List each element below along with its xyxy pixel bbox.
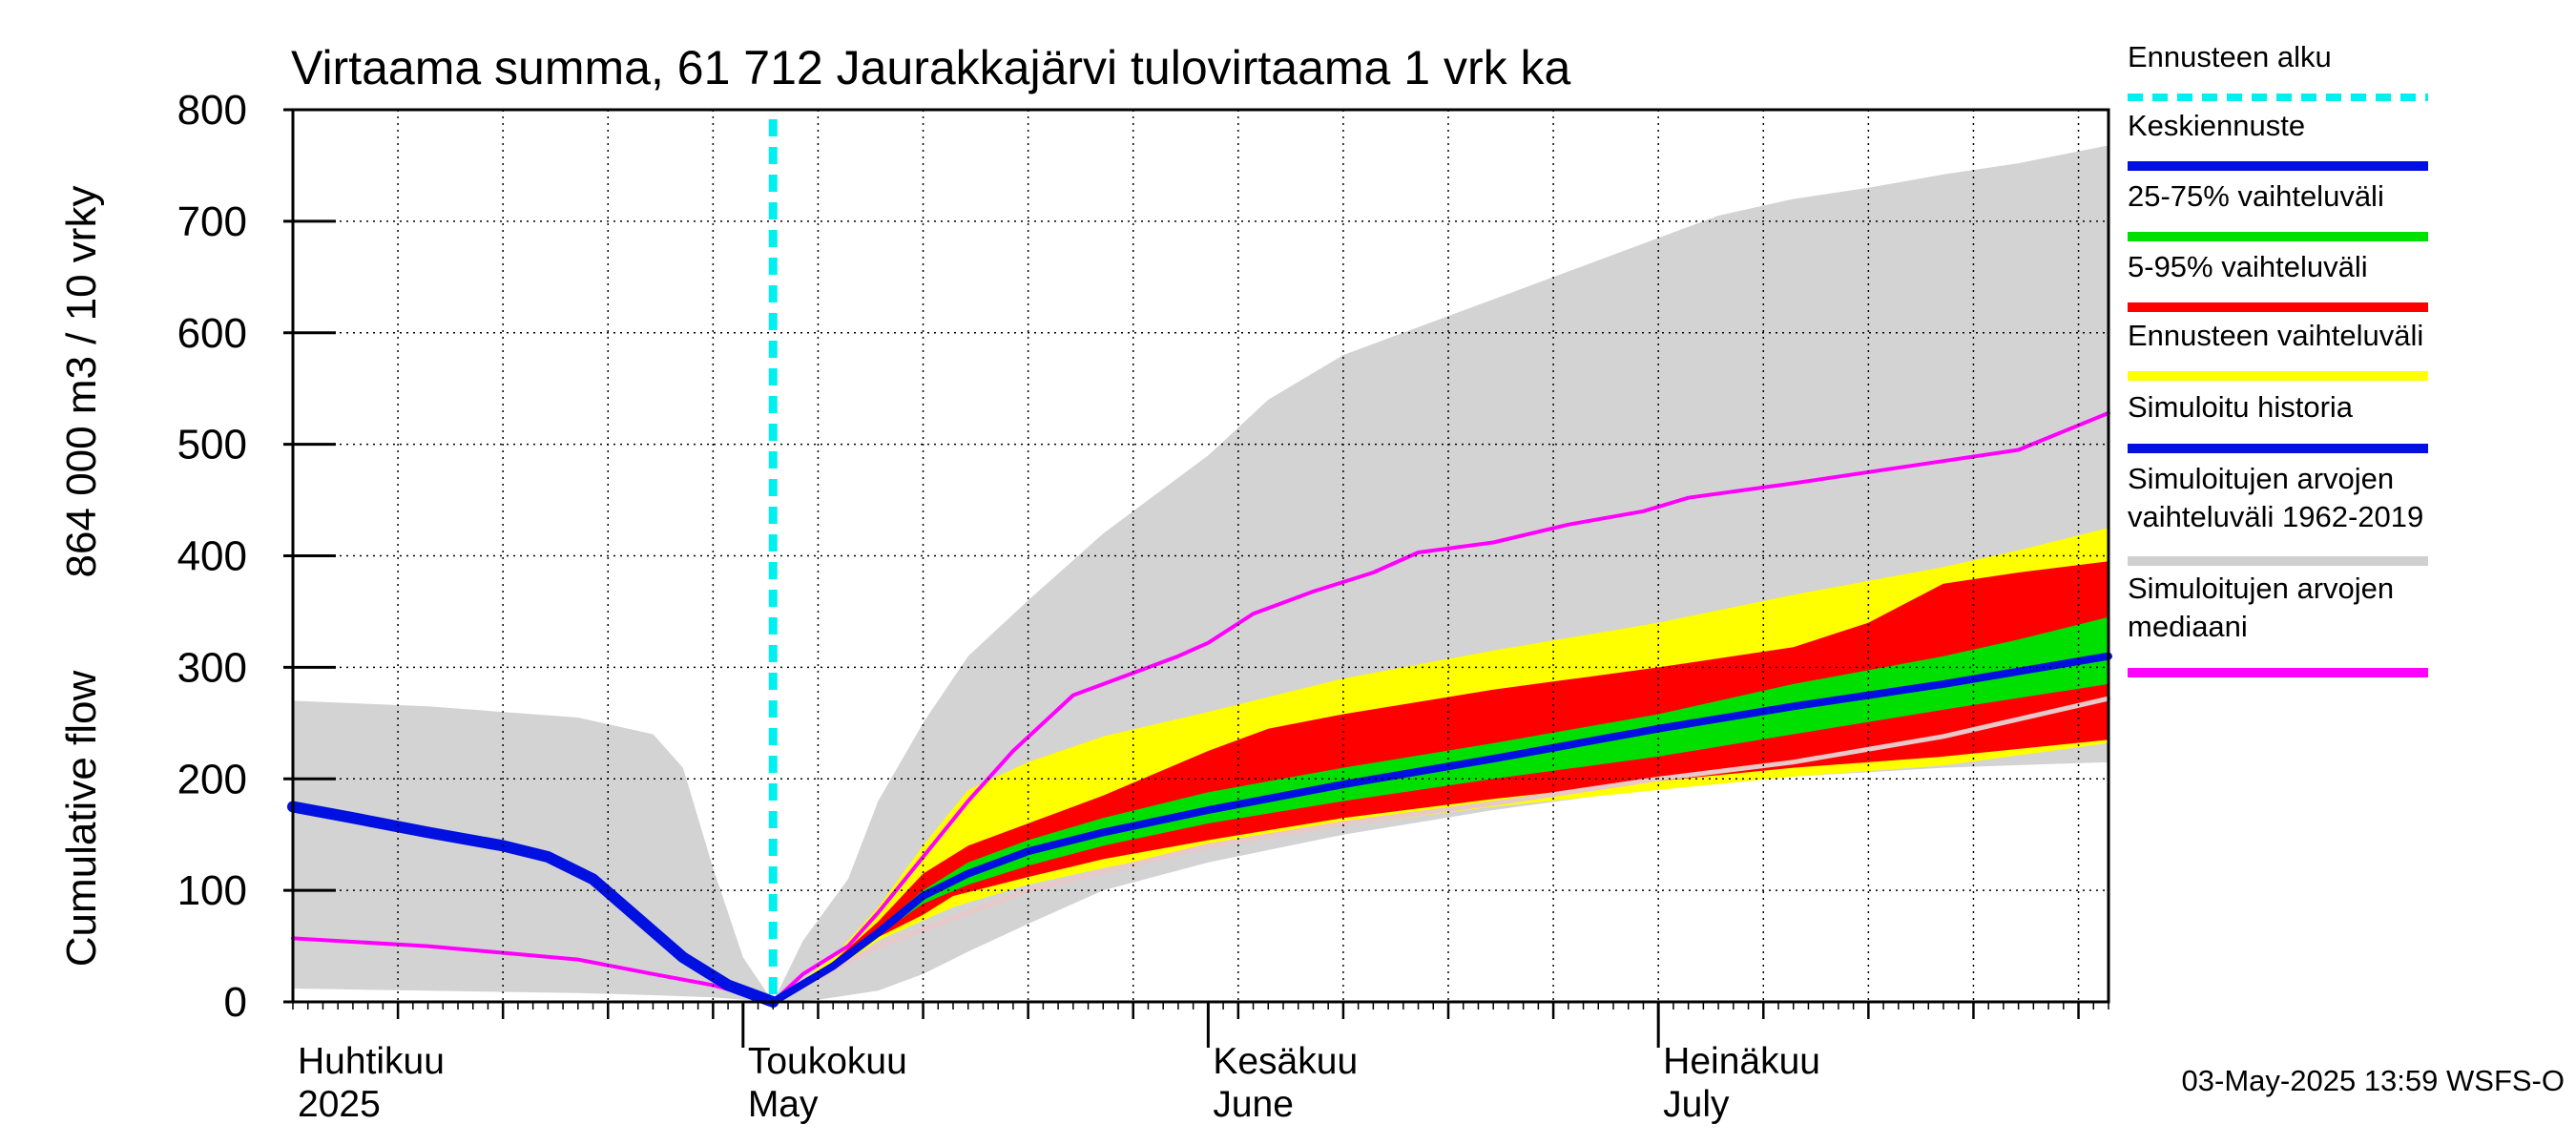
legend-label: Simuloitu historia <box>2128 390 2354 424</box>
legend-label: Keskiennuste <box>2128 109 2305 142</box>
legend-label: 5-95% vaihteluväli <box>2128 250 2368 283</box>
x-month-label-en: May <box>748 1084 819 1125</box>
grid-lines <box>293 110 2109 1002</box>
y-tick-label: 700 <box>177 198 247 245</box>
y-axis-label-2: 864 000 m3 / 10 vrky <box>58 186 105 578</box>
x-month-label-en: June <box>1213 1084 1294 1125</box>
y-tick-label: 0 <box>224 979 247 1026</box>
x-month-label-en: 2025 <box>298 1084 381 1125</box>
x-month-label-en: July <box>1663 1084 1730 1125</box>
y-tick-label: 500 <box>177 422 247 468</box>
x-month-label-fi: Kesäkuu <box>1213 1041 1358 1082</box>
y-tick-label: 600 <box>177 310 247 357</box>
legend-label: Ennusteen vaihteluväli <box>2128 319 2423 352</box>
history-median-line <box>770 696 2111 1005</box>
y-tick-label: 800 <box>177 87 247 134</box>
x-month-label-fi: Toukokuu <box>748 1041 907 1082</box>
y-tick-label: 400 <box>177 533 247 580</box>
legend-label: mediaani <box>2128 610 2248 643</box>
chart-title: Virtaama summa, 61 712 Jaurakkajärvi tul… <box>291 41 1571 94</box>
y-tick-label: 100 <box>177 867 247 914</box>
y-axis-label-1: Cumulative flow <box>58 671 105 968</box>
legend-label: Simuloitujen arvojen <box>2128 462 2394 495</box>
y-tick-label: 200 <box>177 756 247 802</box>
median-forecast-line <box>769 652 2112 1006</box>
simulated-history-line <box>287 801 779 1008</box>
legend-label: Simuloitujen arvojen <box>2128 572 2394 605</box>
legend: Ennusteen alku Keskiennuste 25-75% vaihtel… <box>2128 40 2428 677</box>
x-month-label-fi: Heinäkuu <box>1663 1041 1820 1082</box>
legend-label: 25-75% vaihteluväli <box>2128 179 2384 213</box>
x-month-label-fi: Huhtikuu <box>298 1041 445 1082</box>
range-25-75-band <box>773 616 2109 1002</box>
y-tick-label: 300 <box>177 644 247 691</box>
legend-label: Ennusteen alku <box>2128 40 2332 73</box>
legend-label: vaihteluväli 1962-2019 <box>2128 500 2423 533</box>
plot-area <box>287 110 2112 1008</box>
timestamp: 03-May-2025 13:59 WSFS-O <box>2182 1064 2565 1097</box>
